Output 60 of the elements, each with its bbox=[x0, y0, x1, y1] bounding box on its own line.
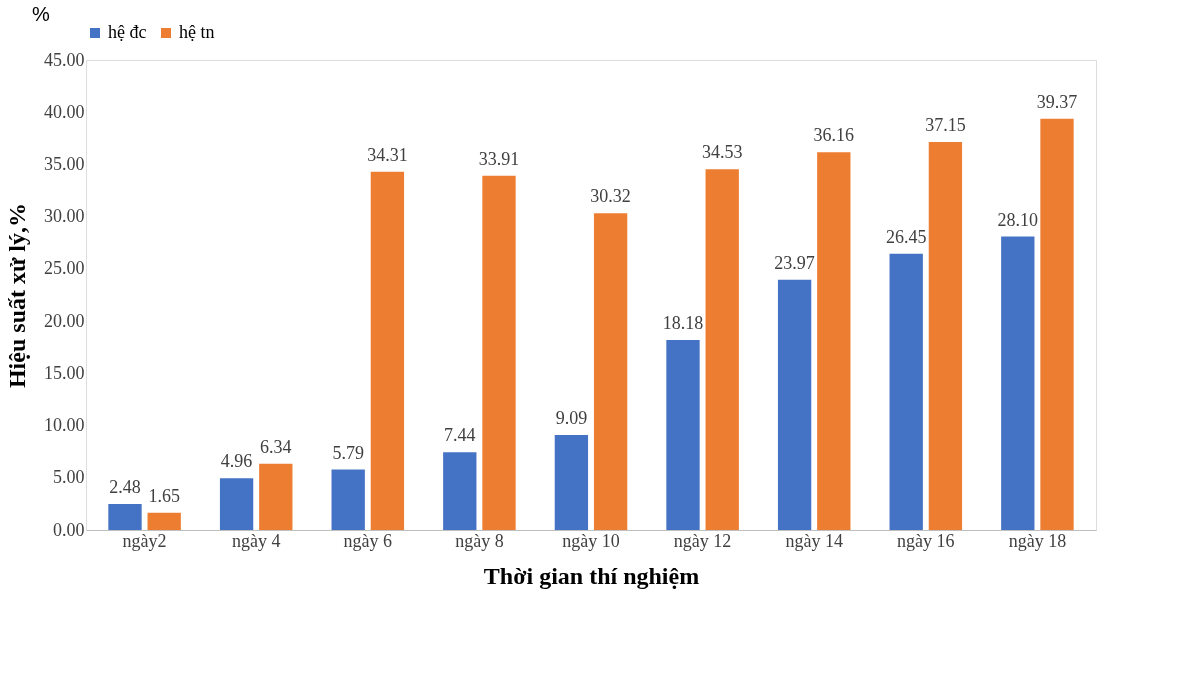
legend-label: hệ đc bbox=[108, 22, 147, 42]
bar bbox=[593, 213, 628, 530]
y-tick-label: 25.00 bbox=[44, 258, 85, 279]
bar bbox=[666, 340, 700, 530]
x-tick-label: ngày 10 bbox=[562, 530, 620, 551]
data-label: 7.44 bbox=[444, 425, 476, 446]
bar bbox=[259, 463, 293, 530]
y-tick-label: 5.00 bbox=[53, 467, 85, 488]
x-tick-label: ngày 18 bbox=[1008, 530, 1067, 551]
data-label: 5.79 bbox=[332, 442, 364, 463]
bar bbox=[482, 175, 516, 530]
data-label: 4.96 bbox=[220, 451, 253, 472]
x-tick-label: ngày 8 bbox=[455, 530, 504, 551]
y-tick-label: 0.00 bbox=[53, 519, 85, 540]
data-label: 28.10 bbox=[997, 209, 1039, 230]
data-label: 30.32 bbox=[590, 186, 631, 207]
data-label: 36.16 bbox=[813, 125, 855, 146]
data-label: 26.45 bbox=[885, 226, 927, 247]
y-tick-label: 45.00 bbox=[44, 49, 85, 70]
x-tick-label: ngày 16 bbox=[897, 530, 955, 551]
bar bbox=[1040, 118, 1074, 530]
data-label: 9.09 bbox=[555, 408, 588, 429]
bar bbox=[1001, 236, 1035, 530]
y-tick-label: 10.00 bbox=[44, 415, 85, 436]
data-label: 1.65 bbox=[148, 485, 180, 506]
data-label: 2.48 bbox=[109, 477, 141, 498]
bar bbox=[928, 141, 963, 530]
y-tick-label: 30.00 bbox=[44, 206, 85, 227]
data-label: 18.18 bbox=[662, 313, 704, 334]
text: % bbox=[32, 3, 51, 25]
bar bbox=[108, 504, 142, 530]
x-tick-label: ngày 4 bbox=[231, 530, 281, 551]
x-tick-label: ngày 14 bbox=[785, 530, 843, 551]
data-label: 33.91 bbox=[478, 148, 520, 169]
bar bbox=[777, 279, 812, 530]
x-tick-label: ngày 6 bbox=[343, 530, 393, 551]
bar bbox=[370, 171, 405, 530]
x-tick-label: ngày 12 bbox=[673, 530, 732, 551]
data-label: 37.15 bbox=[925, 114, 966, 135]
y-tick-label: 20.00 bbox=[44, 310, 85, 331]
y-tick-label: 15.00 bbox=[44, 362, 85, 383]
x-axis-title: Thời gian thí nghiệm bbox=[483, 562, 700, 589]
bar bbox=[554, 435, 589, 530]
data-label: 39.37 bbox=[1036, 91, 1078, 112]
y-tick-label: 35.00 bbox=[44, 153, 85, 174]
bar bbox=[889, 253, 923, 530]
data-label: 23.97 bbox=[774, 252, 815, 273]
y-tick-label: 40.00 bbox=[44, 101, 85, 122]
bar bbox=[147, 512, 181, 530]
bar bbox=[705, 169, 739, 530]
data-label: 6.34 bbox=[260, 436, 292, 457]
bar bbox=[817, 152, 851, 530]
x-tick-label: ngày2 bbox=[122, 530, 167, 551]
bar bbox=[331, 469, 365, 530]
bar bbox=[443, 452, 477, 530]
bar bbox=[219, 478, 254, 530]
legend-label: hệ tn bbox=[179, 22, 215, 42]
y-axis-title: Hiệu suất xử lý,% bbox=[4, 202, 30, 389]
data-label: 34.31 bbox=[367, 144, 408, 165]
data-label: 34.53 bbox=[701, 142, 743, 163]
